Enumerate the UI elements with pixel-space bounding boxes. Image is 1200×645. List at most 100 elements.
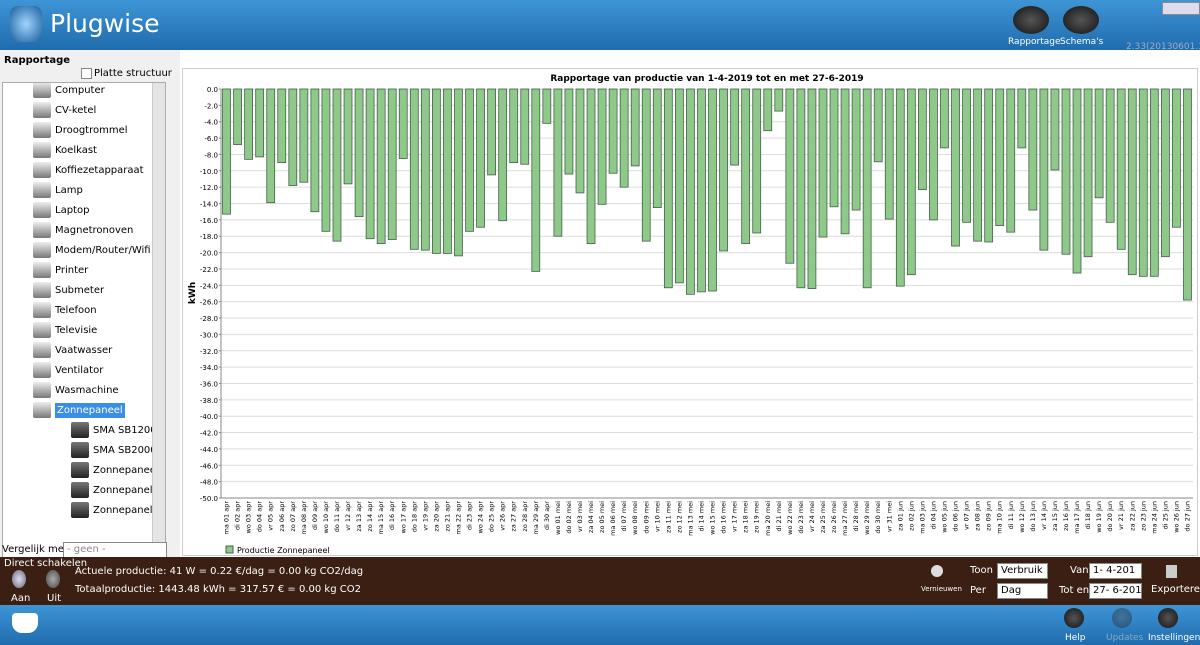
tree-row[interactable]: Zonnepaneel 255W: [71, 461, 165, 481]
on-label[interactable]: Aan: [11, 593, 31, 604]
tree-row[interactable]: SMA SB2000HF 192: [71, 441, 166, 461]
device-icon: [33, 142, 51, 158]
tree-label[interactable]: Printer: [55, 265, 89, 276]
bar: [1028, 88, 1038, 211]
toolbar-button[interactable]: Schema's: [1060, 37, 1104, 47]
tree-label[interactable]: Vaatwasser: [55, 345, 113, 356]
tree-label[interactable]: Zonnepanelen schu: [93, 485, 166, 496]
off-icon[interactable]: [46, 570, 60, 588]
x-tick-label: za 27 apr: [510, 501, 518, 532]
device-icon: [33, 182, 51, 198]
tree-label[interactable]: Droogtrommel: [55, 125, 128, 136]
bar: [652, 88, 662, 209]
tree-row[interactable]: Telefoon: [33, 301, 163, 321]
x-tick-label: di 18 jun: [1084, 501, 1092, 529]
tree-label[interactable]: Koffiezetapparaat: [55, 165, 144, 176]
window-controls[interactable]: [1162, 2, 1200, 15]
tree-row[interactable]: Droogtrommel: [33, 121, 163, 141]
scrollbar[interactable]: [152, 83, 165, 570]
tree-row[interactable]: Koelkast: [33, 141, 163, 161]
from-date[interactable]: 1- 4-201: [1089, 563, 1142, 579]
refresh-label[interactable]: Vernieuwen: [921, 585, 962, 593]
legend-label: Productie Zonnepaneel: [237, 546, 330, 555]
tree-row[interactable]: Magnetronoven: [33, 221, 163, 241]
bar: [1161, 88, 1170, 258]
help-icon[interactable]: [1064, 608, 1084, 628]
export-icon[interactable]: [1166, 565, 1177, 578]
tree-row[interactable]: Koffiezetapparaat: [33, 161, 163, 181]
x-tick-label: di 23 apr: [466, 501, 474, 530]
x-tick-label: ma 10 jun: [996, 501, 1004, 534]
tree-label[interactable]: Modem/Router/Wifi: [55, 245, 151, 256]
tree-row[interactable]: Lamp: [33, 181, 163, 201]
y-tick-label: -38.0: [200, 397, 218, 405]
tree-label[interactable]: SMA SB1200 1300W: [93, 425, 165, 436]
tree-label[interactable]: Zonnepanelen set 6: [93, 505, 166, 516]
x-tick-label: wo 03 apr: [245, 501, 253, 534]
off-label[interactable]: Uit: [47, 593, 62, 604]
legend-swatch: [225, 545, 234, 554]
tree-row[interactable]: Zonnepanelen set 6: [71, 501, 166, 521]
schedule-icon[interactable]: [1063, 6, 1099, 34]
tree-row[interactable]: Zonnepaneel: [33, 401, 163, 421]
tree-label[interactable]: Magnetronoven: [55, 225, 134, 236]
tree-row[interactable]: Televisie: [33, 321, 163, 341]
tree-row[interactable]: Modem/Router/Wifi: [33, 241, 163, 261]
per-label: Per: [970, 585, 986, 596]
tree-row[interactable]: Laptop: [33, 201, 163, 221]
bar: [310, 88, 320, 213]
tree-label[interactable]: CV-ketel: [55, 105, 97, 116]
tree-label[interactable]: Computer: [55, 85, 105, 96]
tree-row[interactable]: Ventilator: [33, 361, 163, 381]
tree-label[interactable]: Zonnepaneel 255W: [93, 465, 165, 476]
compare-select[interactable]: - geen -: [63, 542, 167, 558]
x-tick-label: do 30 mei: [874, 501, 882, 534]
header: Plugwise Rapportage Schema's: [0, 0, 1200, 50]
on-icon[interactable]: [12, 570, 26, 588]
tree-label[interactable]: Televisie: [55, 325, 98, 336]
toolbar-button[interactable]: Rapportage: [1008, 37, 1061, 47]
bar: [244, 88, 253, 160]
tree-label[interactable]: Koelkast: [55, 145, 97, 156]
x-tick-label: di 25 jun: [1161, 501, 1169, 529]
tree-row[interactable]: SMA SB1200 1300W: [71, 421, 165, 441]
tree-label[interactable]: SMA SB2000HF 192: [93, 445, 166, 456]
bar: [774, 88, 784, 112]
tree-label[interactable]: Ventilator: [55, 365, 104, 376]
x-tick-label: zo 12 mei: [675, 501, 683, 533]
tree-label[interactable]: Laptop: [55, 205, 90, 216]
x-tick-label: wo 12 jun: [1018, 501, 1026, 533]
per-select[interactable]: Dag: [997, 583, 1048, 599]
checkbox-label[interactable]: Platte structuur: [94, 68, 172, 79]
to-date[interactable]: 27- 6-201: [1089, 583, 1142, 599]
tree-row[interactable]: Vaatwasser: [33, 341, 163, 361]
tree-row[interactable]: Wasmachine: [33, 381, 163, 401]
footer-button[interactable]: Help: [1065, 633, 1086, 643]
from-label: Van: [1070, 565, 1089, 576]
tree-row[interactable]: Computer: [33, 83, 163, 101]
tree-label[interactable]: Zonnepaneel: [55, 403, 125, 418]
tree-label[interactable]: Telefoon: [55, 305, 97, 316]
x-tick-label: za 04 mei: [587, 501, 595, 533]
tree-label[interactable]: Lamp: [55, 185, 83, 196]
x-tick-label: wo 26 jun: [1172, 501, 1180, 533]
bar: [420, 88, 430, 251]
tree-label[interactable]: Submeter: [55, 285, 105, 296]
settings-icon[interactable]: [1158, 608, 1178, 628]
tree-row[interactable]: CV-ketel: [33, 101, 163, 121]
export-label[interactable]: Exporteren: [1151, 584, 1200, 595]
home-icon[interactable]: [12, 613, 38, 633]
report-icon[interactable]: [1013, 6, 1049, 34]
checkbox[interactable]: [81, 68, 92, 79]
tree-row[interactable]: Zonnepanelen schu: [71, 481, 166, 501]
refresh-icon[interactable]: [931, 565, 943, 577]
x-tick-label: za 18 mei: [742, 501, 750, 533]
tree-row[interactable]: Printer: [33, 261, 163, 281]
bar: [376, 88, 386, 245]
tree-label[interactable]: Wasmachine: [55, 385, 119, 396]
tree-row[interactable]: Submeter: [33, 281, 163, 301]
x-tick-label: za 06 apr: [278, 501, 286, 532]
app-title: Plugwise: [50, 9, 160, 38]
footer-button[interactable]: Instellingen: [1148, 633, 1200, 643]
show-select[interactable]: Verbruik: [997, 563, 1048, 579]
